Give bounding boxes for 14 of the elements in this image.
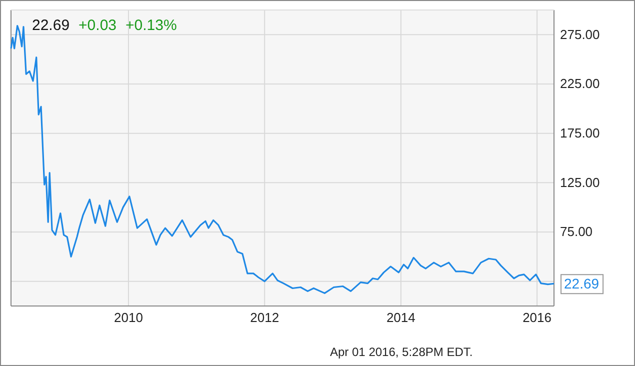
y-tick-label: 225.00 [560,76,600,92]
text: Apr 01 2016, 5:28PM EDT. [330,345,473,359]
x-tick-label: 2010 [114,310,143,326]
annotation: +0.03 [78,17,117,34]
x-tick-label: 2012 [250,310,280,326]
annotation: 22.69 [564,276,600,292]
y-tick-label: 175.00 [560,125,600,140]
x-tick-label: 2016 [522,310,552,326]
y-tick-label: 125.00 [560,174,600,190]
x-tick-label: 2014 [386,310,416,326]
annotation: 22.69 [32,17,70,34]
y-tick-label: 75.00 [560,224,593,240]
annotation: +0.13% [126,17,177,34]
y-tick-label: 275.00 [560,26,600,42]
